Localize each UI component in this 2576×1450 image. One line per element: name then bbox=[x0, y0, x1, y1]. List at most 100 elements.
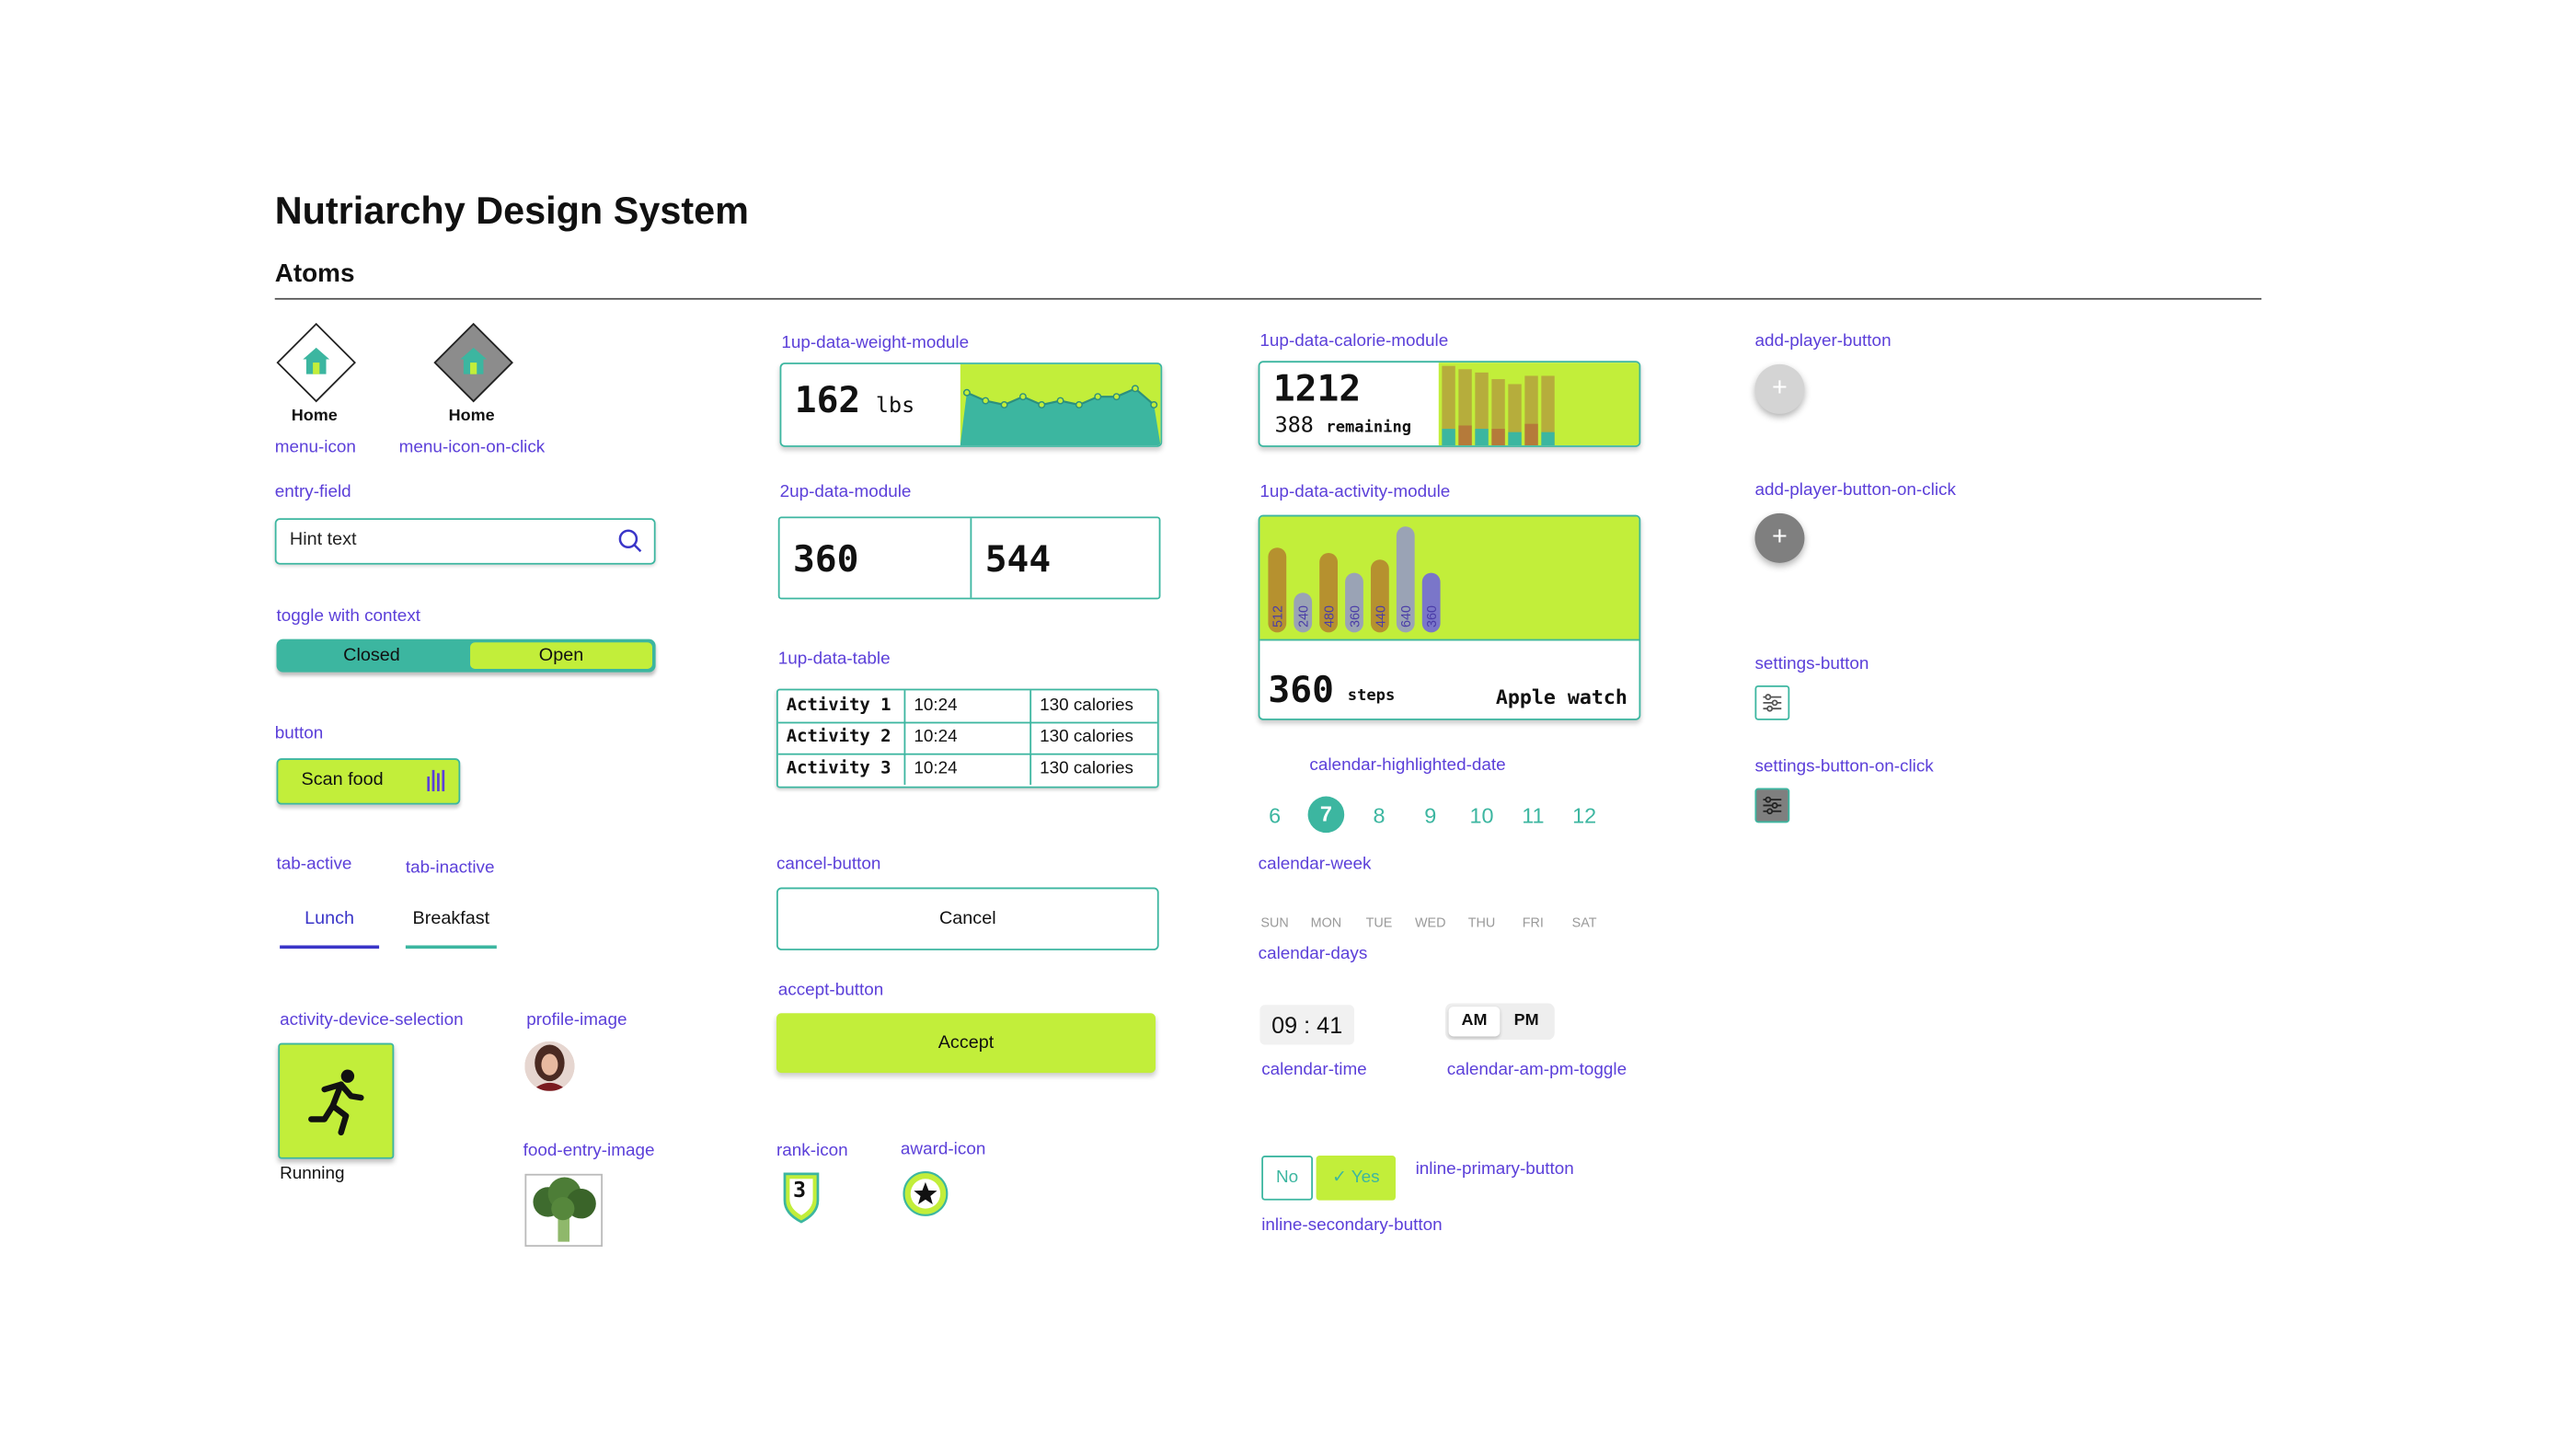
scan-food-button[interactable]: Scan food bbox=[276, 758, 461, 805]
weight-point bbox=[1038, 401, 1046, 409]
calories-cell: 130 calories bbox=[1040, 695, 1133, 716]
entry-field[interactable]: Hint text bbox=[274, 518, 656, 565]
time-cell: 10:24 bbox=[905, 753, 1032, 785]
calendar-date[interactable]: 12 bbox=[1572, 802, 1597, 828]
search-icon[interactable] bbox=[617, 528, 642, 553]
activity-device-caption: activity-device-selection bbox=[280, 1009, 464, 1030]
menu-icon-on-click[interactable]: Home bbox=[433, 322, 513, 425]
food-entry-image-caption: food-entry-image bbox=[523, 1140, 655, 1161]
activity-device-label: Running bbox=[280, 1164, 345, 1184]
cancel-button[interactable]: Cancel bbox=[776, 887, 1159, 950]
calendar-date-highlighted[interactable]: 7 bbox=[1307, 796, 1345, 834]
calorie-value: 1212 bbox=[1272, 369, 1362, 411]
activity-bar-label: 640 bbox=[1399, 605, 1414, 627]
calendar-time[interactable]: 09 : 41 bbox=[1259, 1005, 1354, 1045]
activity-device-name: Apple watch bbox=[1495, 685, 1627, 709]
tab-active-caption: tab-active bbox=[276, 854, 352, 875]
add-player-button[interactable]: + bbox=[1754, 363, 1805, 414]
activity-bar bbox=[1396, 526, 1415, 633]
time-cell: 10:24 bbox=[905, 690, 1032, 722]
tab-lunch[interactable]: Lunch bbox=[280, 909, 380, 949]
calendar-day-name: FRI bbox=[1522, 915, 1544, 931]
add-player-button-on-click[interactable]: + bbox=[1754, 512, 1805, 563]
profile-image[interactable] bbox=[524, 1041, 575, 1091]
pm-option[interactable]: PM bbox=[1513, 1011, 1539, 1030]
inline-primary-button[interactable]: ✓ Yes bbox=[1316, 1156, 1396, 1201]
check-icon: ✓ bbox=[1331, 1167, 1347, 1188]
menu-icon-on-click-caption: menu-icon-on-click bbox=[398, 437, 546, 457]
time-cell: 10:24 bbox=[905, 721, 1032, 754]
add-player-caption: add-player-button bbox=[1754, 330, 1892, 351]
activity-bar-label: 360 bbox=[1348, 605, 1363, 627]
rank-value: 3 bbox=[792, 1179, 807, 1204]
table-row: Activity 2 10:24 130 calories bbox=[777, 721, 1157, 755]
activity-device-card[interactable] bbox=[278, 1042, 395, 1159]
toggle-open[interactable]: Open bbox=[470, 642, 653, 669]
calendar-date[interactable]: 9 bbox=[1424, 802, 1437, 828]
activity-module: 512 240 480 360 440 640 360 360 steps Apple wa… bbox=[1258, 514, 1641, 720]
plus-icon: + bbox=[1772, 374, 1788, 403]
scan-food-label: Scan food bbox=[301, 769, 384, 790]
weight-point bbox=[1150, 401, 1158, 409]
toggle-caption: toggle with context bbox=[276, 605, 421, 627]
add-player-click-caption: add-player-button-on-click bbox=[1754, 479, 1956, 501]
context-toggle[interactable]: Closed Open bbox=[276, 639, 656, 673]
menu-icon-caption: menu-icon bbox=[274, 437, 356, 457]
inline-secondary-caption: inline-secondary-button bbox=[1261, 1214, 1443, 1236]
calendar-highlighted-caption: calendar-highlighted-date bbox=[1309, 754, 1506, 776]
am-option[interactable]: AM bbox=[1448, 1007, 1501, 1037]
activity-cell: Activity 3 bbox=[778, 753, 906, 785]
settings-button[interactable] bbox=[1754, 685, 1790, 720]
activity-bar bbox=[1345, 572, 1363, 633]
calendar-day-name: TUE bbox=[1365, 915, 1393, 931]
activity-steps-value: 360 bbox=[1268, 670, 1334, 712]
activity-bar bbox=[1268, 547, 1287, 633]
settings-button-on-click[interactable] bbox=[1754, 788, 1790, 823]
calendar-day-name: MON bbox=[1310, 915, 1342, 931]
calorie-module-caption: 1up-data-calorie-module bbox=[1259, 330, 1449, 351]
entry-field-caption: entry-field bbox=[274, 481, 351, 502]
data-table: Activity 1 10:24 130 calories Activity 2… bbox=[776, 688, 1159, 788]
calendar-highlighted-value: 7 bbox=[1319, 800, 1332, 826]
barcode-icon bbox=[427, 769, 445, 792]
weight-unit: lbs bbox=[875, 394, 915, 420]
accept-button-caption: accept-button bbox=[777, 980, 884, 1000]
tab-breakfast[interactable]: Breakfast bbox=[405, 908, 497, 949]
calendar-date[interactable]: 11 bbox=[1522, 802, 1545, 828]
activity-module-caption: 1up-data-activity-module bbox=[1259, 481, 1451, 502]
plus-icon: + bbox=[1772, 523, 1788, 552]
inline-yes-label: Yes bbox=[1351, 1167, 1380, 1188]
calendar-day-name: SAT bbox=[1571, 915, 1597, 931]
sliders-icon bbox=[1763, 796, 1782, 815]
calendar-date[interactable]: 6 bbox=[1269, 802, 1282, 828]
accept-button[interactable]: Accept bbox=[776, 1013, 1156, 1074]
broccoli-icon bbox=[533, 1177, 596, 1242]
calendar-am-pm-caption: calendar-am-pm-toggle bbox=[1446, 1059, 1627, 1080]
calendar-date[interactable]: 10 bbox=[1469, 802, 1494, 828]
calorie-chart-panel bbox=[1438, 362, 1639, 446]
award-icon-caption: award-icon bbox=[900, 1139, 986, 1159]
weight-point bbox=[1056, 397, 1064, 405]
menu-icon[interactable]: Home bbox=[276, 322, 356, 425]
activity-bar bbox=[1370, 559, 1389, 633]
calendar-date[interactable]: 8 bbox=[1373, 802, 1386, 828]
running-icon bbox=[308, 1069, 364, 1136]
settings-caption: settings-button bbox=[1754, 653, 1869, 674]
calendar-am-pm-toggle[interactable]: AM PM bbox=[1444, 1003, 1555, 1041]
rank-icon-caption: rank-icon bbox=[776, 1140, 848, 1161]
activity-chart-panel: 512 240 480 360 440 640 360 bbox=[1259, 516, 1639, 641]
award-star-icon bbox=[903, 1170, 949, 1216]
food-entry-image[interactable] bbox=[524, 1173, 604, 1248]
tab-breakfast-label: Breakfast bbox=[412, 908, 490, 929]
activity-cell: Activity 1 bbox=[778, 690, 906, 722]
inline-secondary-button[interactable]: No bbox=[1261, 1156, 1314, 1201]
activity-bar bbox=[1421, 572, 1441, 633]
calendar-day-name: WED bbox=[1414, 915, 1446, 931]
activity-bar bbox=[1319, 553, 1338, 633]
home-icon bbox=[303, 347, 330, 374]
activity-steps-unit: steps bbox=[1347, 686, 1396, 706]
toggle-closed[interactable]: Closed bbox=[343, 645, 400, 666]
weight-chart bbox=[960, 363, 1161, 446]
weight-point bbox=[1094, 393, 1102, 401]
weight-point bbox=[1131, 385, 1139, 393]
